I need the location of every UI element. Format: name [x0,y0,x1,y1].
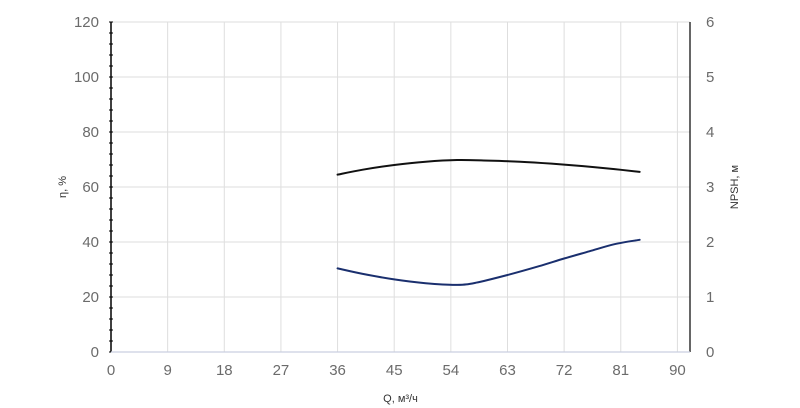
y-left-tick-label-2: 40 [82,234,99,251]
x-tick-label-10: 90 [669,362,686,379]
tick-labels: 0 9 18 27 36 45 54 63 72 81 9002040608010012001234… [74,14,714,379]
y-right-tick-label-6: 6 [706,14,714,31]
data-series [336,159,641,286]
x-axis-title: Q, м³/ч [383,393,418,405]
efficiency-curve [336,159,641,176]
x-tick-label-1: 9 [163,362,171,379]
x-tick-label-6: 54 [443,362,460,379]
y-left-tick-label-3: 60 [82,179,99,196]
y-left-tick-label-4: 80 [82,124,99,141]
y-right-tick-label-5: 5 [706,69,714,86]
y-left-tick-label-6: 120 [74,14,99,31]
grid [111,21,690,352]
y-right-tick-label-4: 4 [706,124,714,141]
x-tick-label-5: 45 [386,362,403,379]
x-tick-label-4: 36 [329,362,346,379]
npsh-curve [336,238,641,286]
y-right-tick-label-3: 3 [706,179,714,196]
x-tick-label-8: 72 [556,362,573,379]
y-right-axis-title: NPSH, м [729,165,741,209]
x-tick-label-9: 81 [612,362,629,379]
y-right-tick-label-2: 2 [706,234,714,251]
x-tick-label-0: 0 [107,362,115,379]
y-left-tick-label-5: 100 [74,69,99,86]
axes [109,21,691,353]
x-tick-label-7: 63 [499,362,516,379]
y-left-tick-label-1: 20 [82,289,99,306]
y-left-axis-title: η, % [57,176,69,198]
y-right-tick-label-0: 0 [706,344,714,361]
x-tick-label-2: 18 [216,362,233,379]
y-right-tick-label-1: 1 [706,289,714,306]
y-left-tick-label-0: 0 [91,344,99,361]
x-tick-label-3: 27 [273,362,290,379]
